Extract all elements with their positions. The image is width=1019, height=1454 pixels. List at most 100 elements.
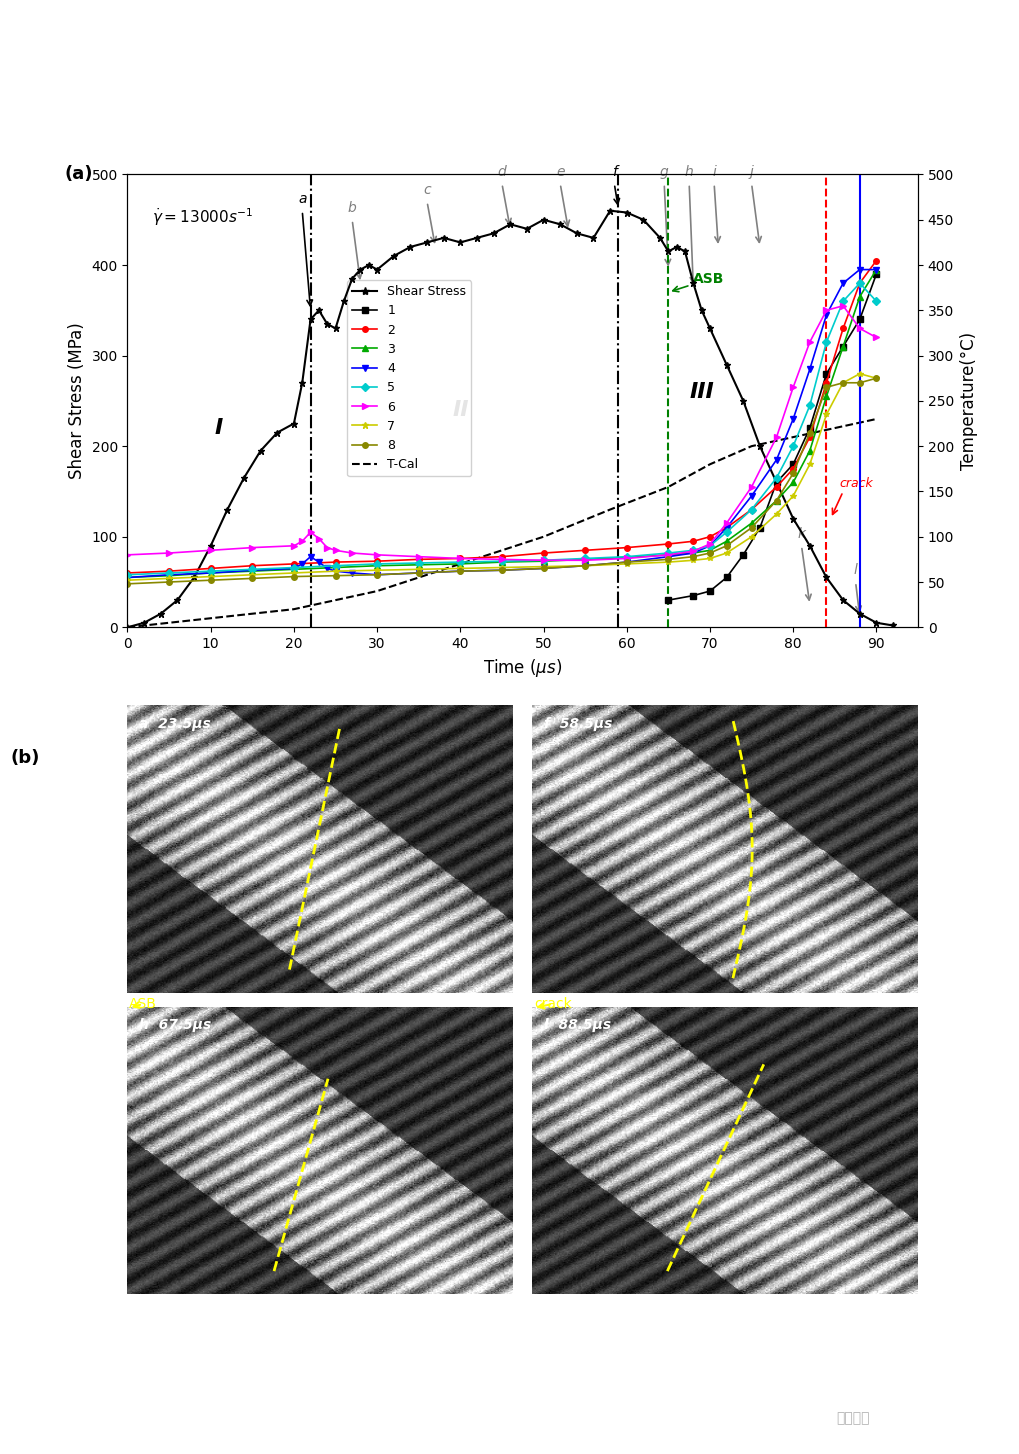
Line: 7: 7 (124, 371, 878, 583)
7 (769, 506, 782, 523)
Text: d: d (497, 164, 505, 179)
5 (329, 557, 341, 574)
8 (329, 567, 341, 585)
3 (246, 563, 258, 580)
Text: k: k (797, 528, 805, 541)
4 (121, 569, 133, 586)
4 (869, 260, 881, 278)
Line: 8: 8 (124, 375, 878, 586)
4 (687, 544, 699, 561)
6 (819, 301, 832, 318)
2 (246, 557, 258, 574)
7 (620, 555, 632, 573)
T-Cal (661, 478, 674, 496)
Text: l  88.5μs: l 88.5μs (543, 1018, 610, 1032)
5 (769, 470, 782, 487)
8 (121, 576, 133, 593)
5 (413, 554, 425, 571)
5 (163, 564, 175, 582)
Text: e: e (555, 164, 564, 179)
6 (121, 547, 133, 564)
6 (745, 478, 757, 496)
Text: 材料学网: 材料学网 (836, 1410, 869, 1425)
8 (579, 557, 591, 574)
8 (787, 465, 799, 483)
8 (163, 573, 175, 590)
8 (246, 570, 258, 587)
7 (703, 550, 715, 567)
4 (413, 564, 425, 582)
5 (371, 555, 383, 573)
3 (163, 567, 175, 585)
1 (753, 519, 765, 537)
8 (837, 374, 849, 391)
4 (371, 566, 383, 583)
6 (769, 429, 782, 446)
4 (661, 548, 674, 566)
Text: a  23.5μs: a 23.5μs (139, 717, 211, 731)
3 (837, 337, 849, 355)
Legend: Shear Stress, 1, 2, 3, 4, 5, 6, 7, 8, T-Cal: Shear Stress, 1, 2, 3, 4, 5, 6, 7, 8, T-… (346, 281, 471, 477)
2 (769, 478, 782, 496)
1 (687, 587, 699, 605)
Shear Stress (287, 414, 300, 432)
T-Cal (745, 438, 757, 455)
Line: Shear Stress: Shear Stress (124, 208, 896, 631)
Text: crack: crack (838, 477, 872, 490)
6 (313, 529, 325, 547)
5 (537, 551, 549, 569)
6 (413, 548, 425, 566)
1 (837, 337, 849, 355)
3 (287, 561, 300, 579)
Text: j: j (749, 164, 753, 179)
2 (837, 320, 849, 337)
5 (819, 333, 832, 350)
5 (803, 397, 815, 414)
3 (787, 474, 799, 491)
Y-axis label: Shear Stress (MPa): Shear Stress (MPa) (68, 323, 86, 480)
4 (321, 560, 333, 577)
2 (371, 553, 383, 570)
6 (620, 550, 632, 567)
8 (803, 425, 815, 442)
Text: i: i (711, 164, 715, 179)
4 (719, 519, 732, 537)
5 (703, 537, 715, 554)
Text: g: g (659, 164, 667, 179)
T-Cal (287, 601, 300, 618)
4 (287, 560, 300, 577)
7 (819, 406, 832, 423)
8 (703, 544, 715, 561)
6 (687, 542, 699, 560)
8 (453, 563, 466, 580)
1 (703, 583, 715, 601)
5 (787, 438, 799, 455)
2 (453, 550, 466, 567)
6 (803, 333, 815, 350)
Text: (a): (a) (64, 166, 93, 183)
5 (719, 523, 732, 541)
4 (803, 361, 815, 378)
T-Cal (205, 609, 217, 627)
2 (413, 551, 425, 569)
3 (869, 260, 881, 278)
4 (495, 561, 507, 579)
Line: T-Cal: T-Cal (127, 419, 875, 627)
4 (537, 560, 549, 577)
Shear Stress (371, 260, 383, 278)
Y-axis label: Temperature(°C): Temperature(°C) (959, 332, 976, 470)
7 (537, 558, 549, 576)
T-Cal (537, 528, 549, 545)
Text: $\dot{\gamma} = 13000s^{-1}$: $\dot{\gamma} = 13000s^{-1}$ (152, 206, 254, 228)
Text: h: h (684, 164, 693, 179)
7 (205, 569, 217, 586)
T-Cal (453, 555, 466, 573)
Line: 4: 4 (124, 266, 878, 580)
3 (453, 555, 466, 573)
6 (321, 539, 333, 557)
Text: (b): (b) (10, 749, 40, 766)
4 (313, 554, 325, 571)
4 (620, 554, 632, 571)
6 (837, 297, 849, 314)
6 (287, 537, 300, 554)
